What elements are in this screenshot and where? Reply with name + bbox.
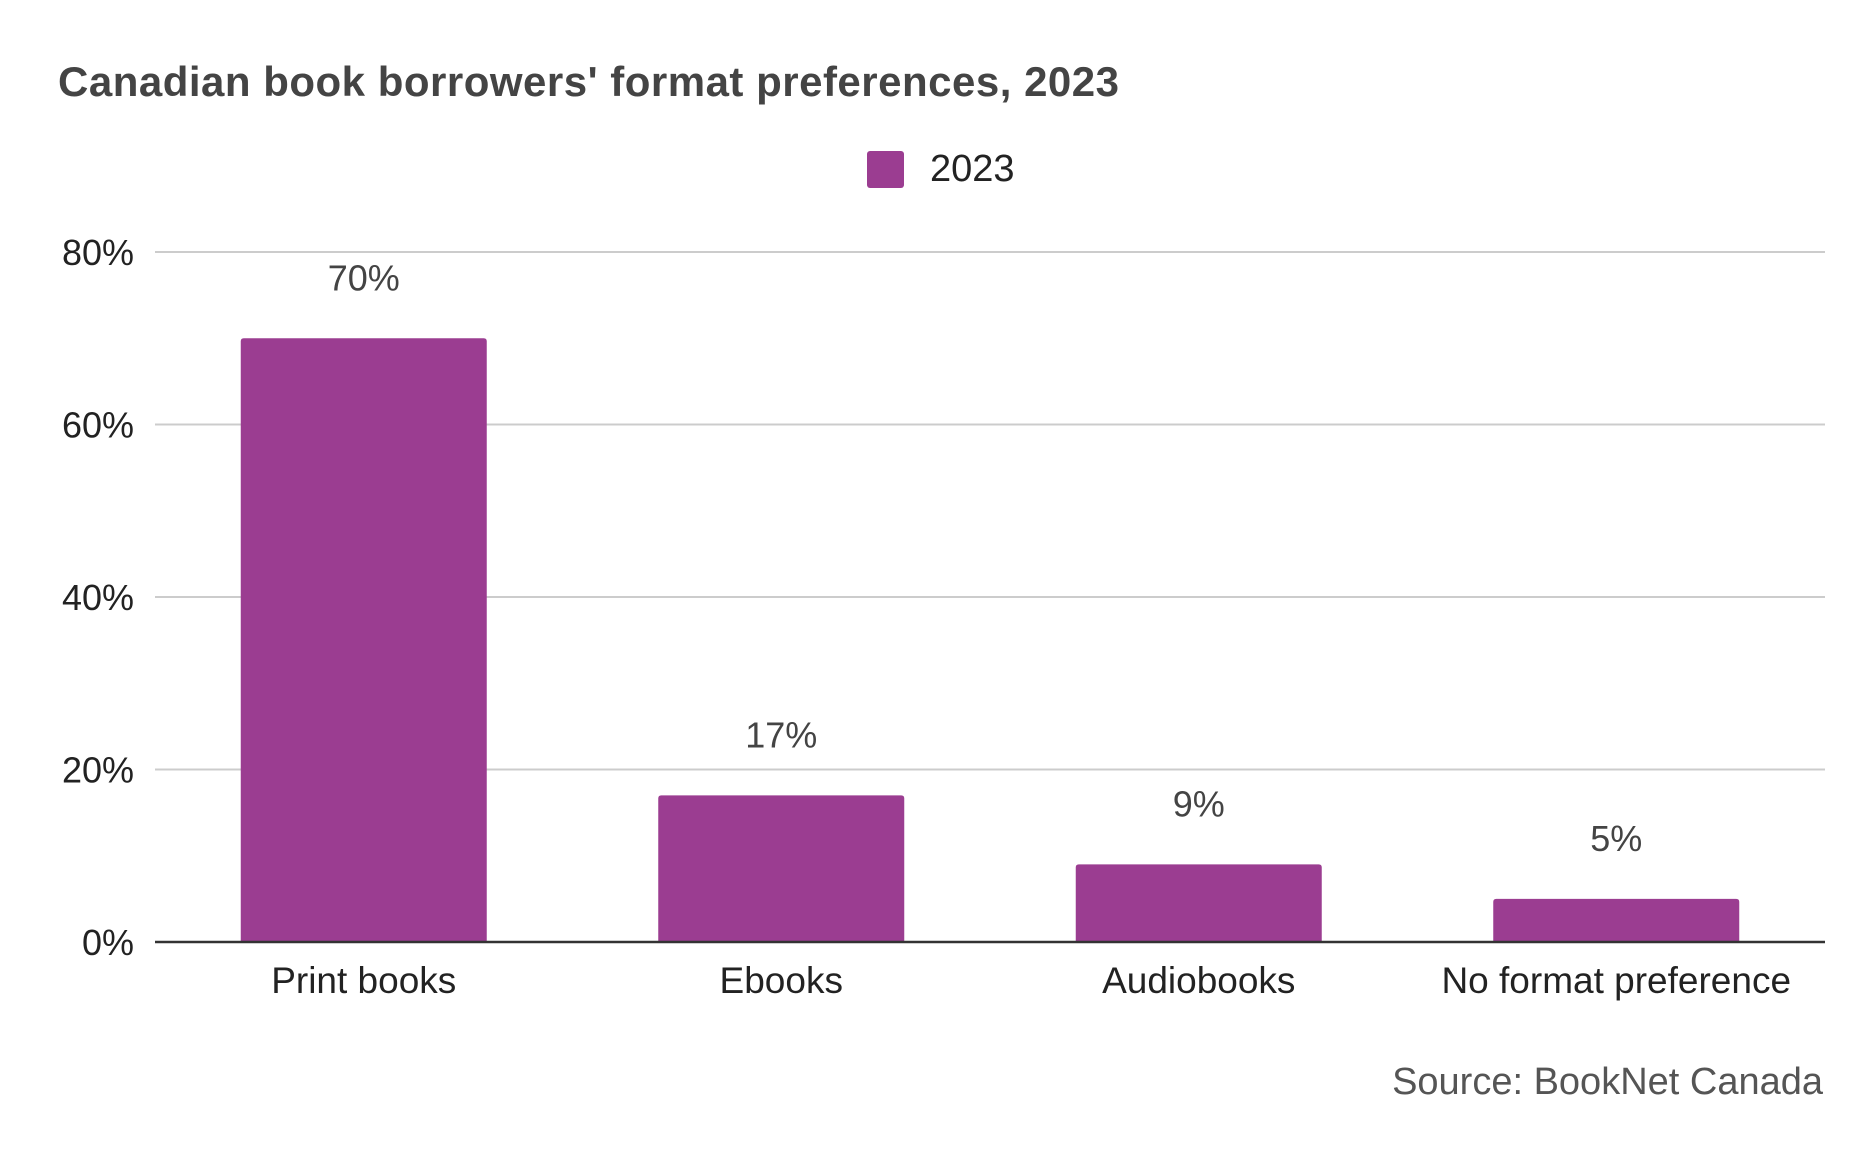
chart-title: Canadian book borrowers' format preferen… [58,58,1120,105]
legend-swatch [867,150,904,188]
bar-no-format-preference [1493,898,1740,942]
bars [240,338,1740,942]
data-label: 70% [328,257,400,298]
data-label: 5% [1590,818,1642,859]
bar-ebooks [658,795,905,942]
y-tick-label: 40% [62,577,134,618]
x-tick-label: No format preference [1441,960,1791,1001]
y-tick-label: 60% [62,405,134,446]
legend-label: 2023 [930,147,1015,190]
labels: 0% 20% 40% 60% 80% 70% Print books 17% Ebooks 9% A… [62,232,1791,1001]
legend: 2023 [867,146,1015,192]
y-tick-label: 20% [62,750,134,791]
data-label: 9% [1173,783,1225,824]
y-tick-label: 0% [82,922,134,963]
data-label: 17% [745,714,817,755]
x-tick-label: Audiobooks [1102,960,1295,1001]
y-tick-label: 80% [62,232,134,273]
x-tick-label: Print books [271,960,456,1001]
source-note: Source: BookNet Canada [1392,1061,1823,1103]
bar-audiobooks [1075,864,1322,942]
bar-print-books [240,338,487,942]
x-tick-label: Ebooks [720,960,843,1001]
